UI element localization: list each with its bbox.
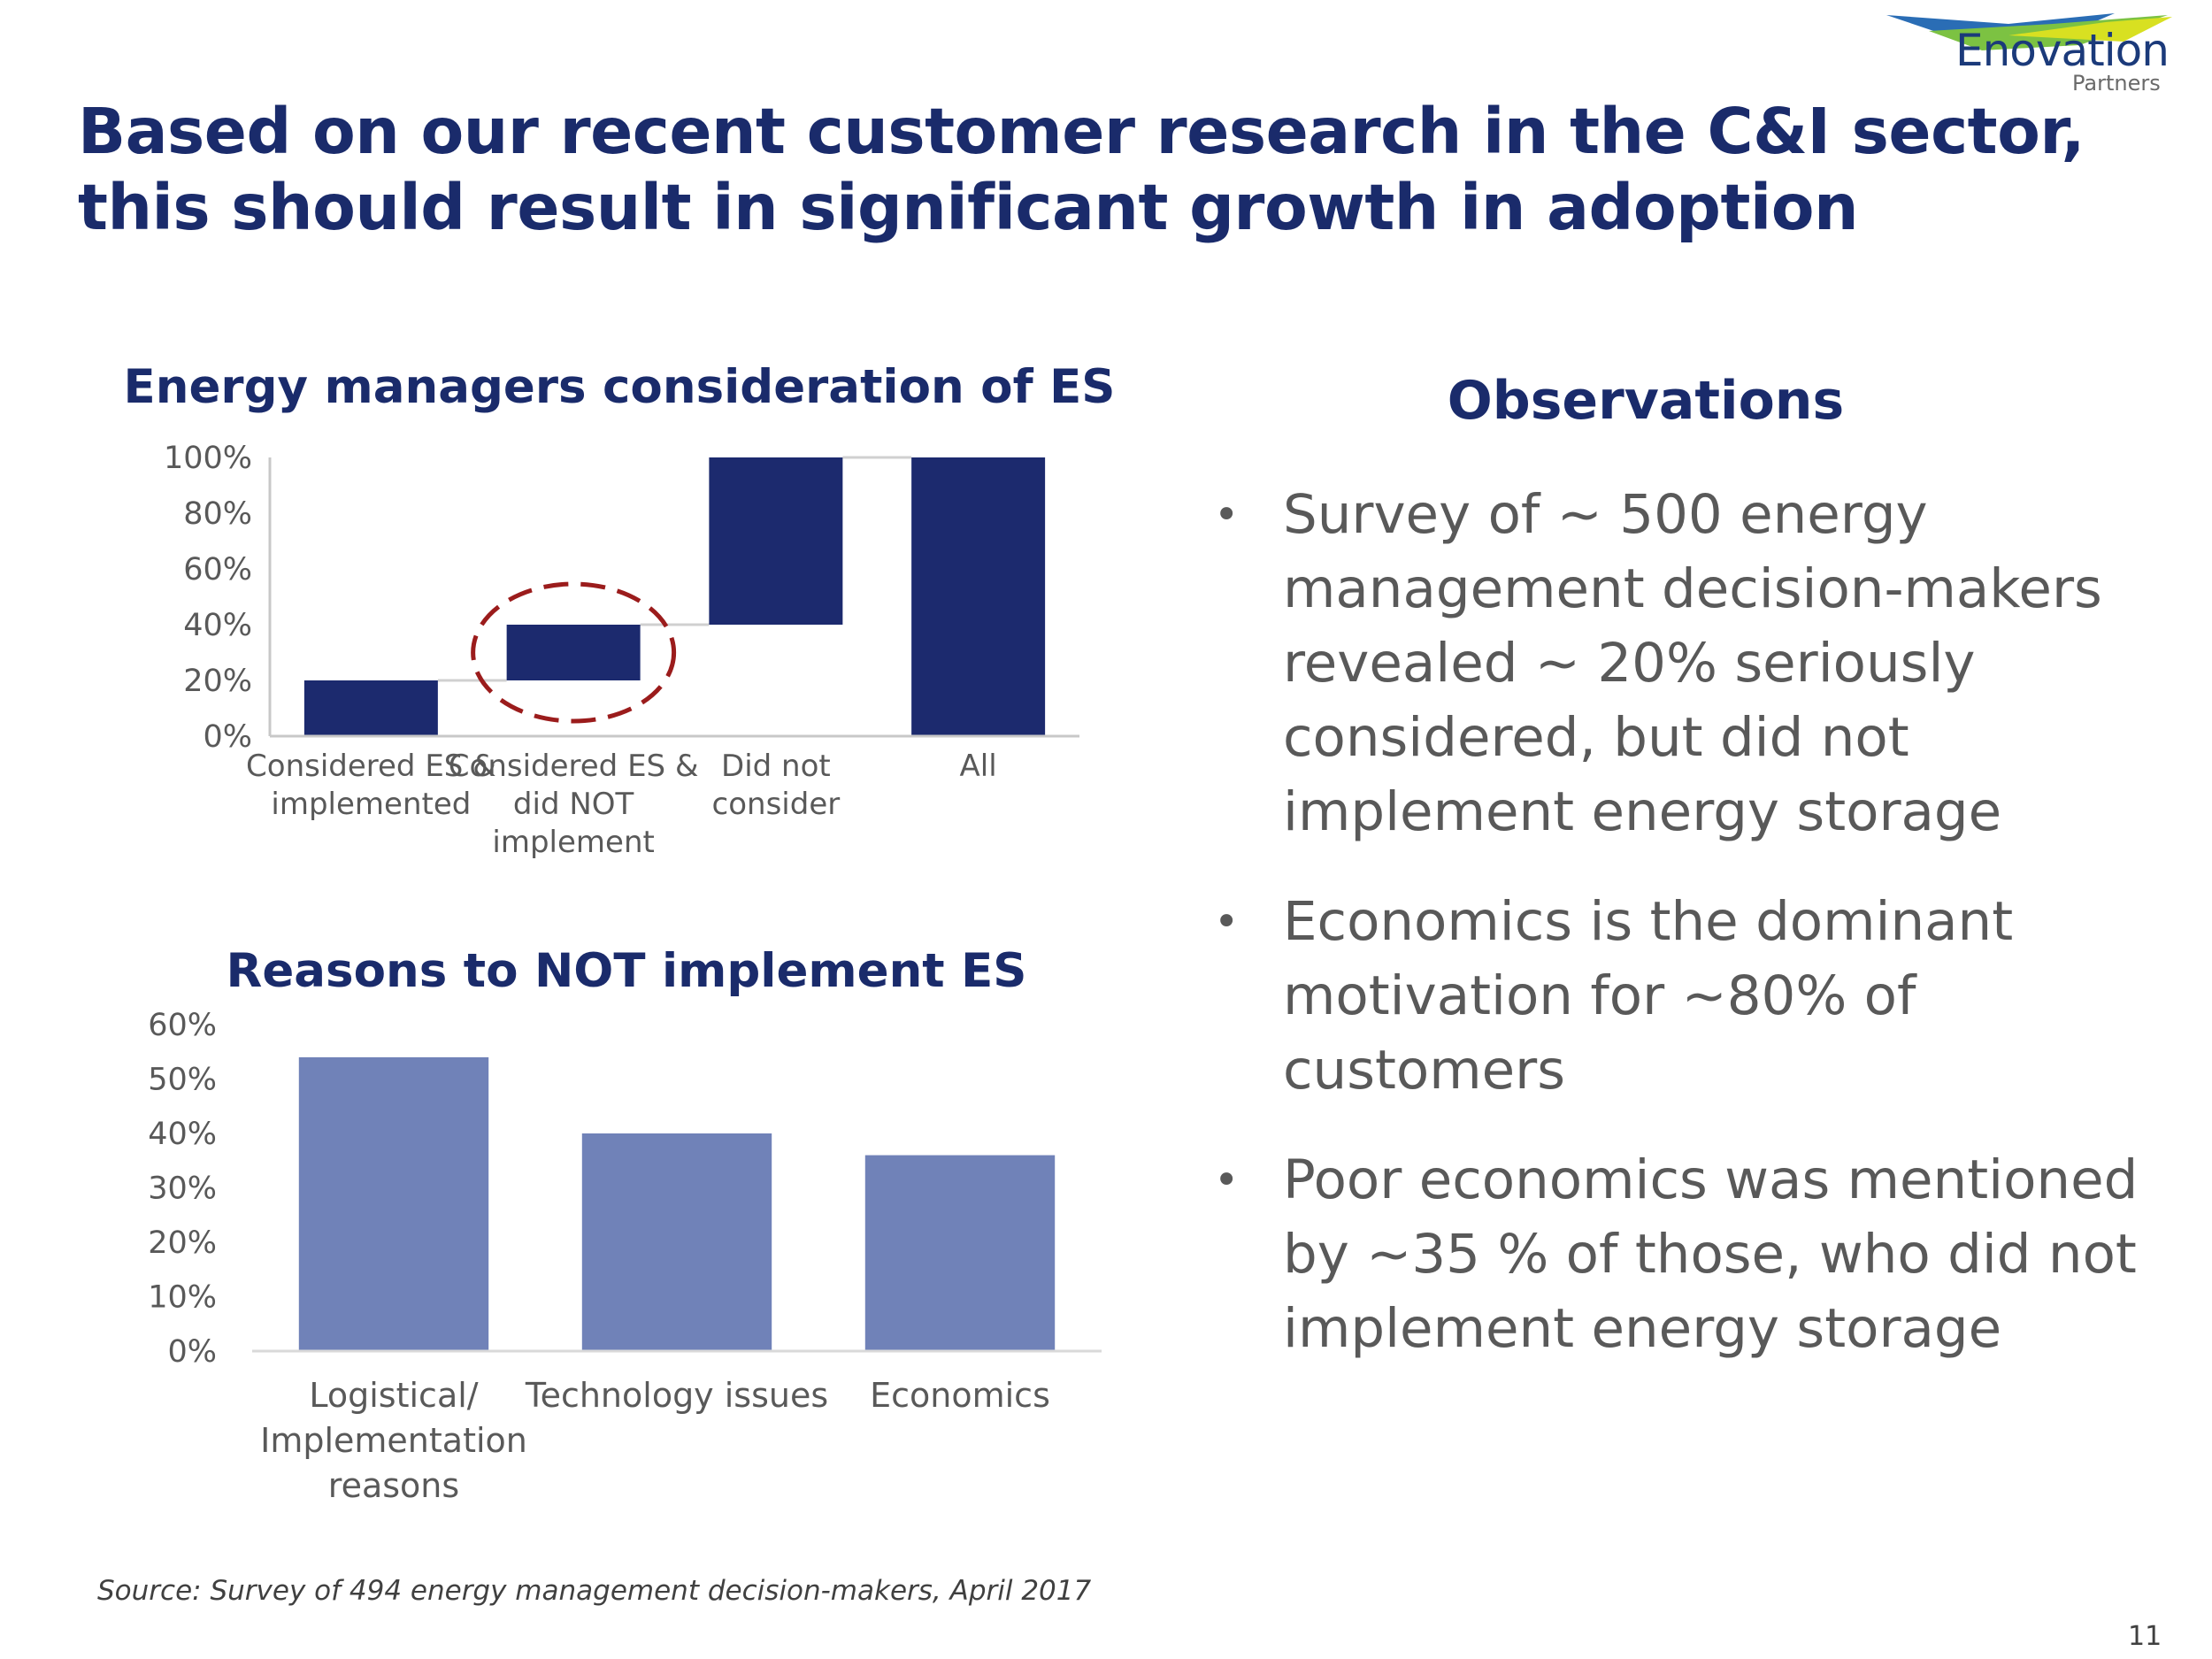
reasons-bar-chart: Reasons to NOT implement ES 0% 10% 20% 30% 4…	[148, 944, 1102, 1505]
highlight-ellipse	[471, 581, 677, 724]
x-tick-label: Technology issues	[525, 1376, 828, 1415]
page-number: 11	[2128, 1621, 2162, 1652]
observation-text: Survey of ~ 500 energy management decisi…	[1283, 483, 2102, 843]
x-tick-label: Implementation	[260, 1421, 527, 1460]
observation-text: Economics is the dominant motivation for…	[1283, 890, 2014, 1102]
y-tick-label: 20%	[148, 1225, 217, 1261]
bullet-icon: •	[1214, 897, 1240, 947]
bar	[709, 457, 843, 625]
x-tick-label: reasons	[328, 1466, 459, 1505]
y-tick-label: 30%	[148, 1171, 217, 1207]
y-tick-label: 100%	[164, 441, 252, 476]
x-tick-label: implement	[492, 825, 654, 860]
observation-item: • Survey of ~ 500 energy management deci…	[1203, 478, 2159, 849]
chart-title: Reasons to NOT implement ES	[227, 944, 1027, 998]
y-tick-label: 40%	[183, 608, 252, 643]
y-tick-label: 0%	[203, 719, 252, 755]
chart-title: Energy managers consideration of ES	[124, 360, 1116, 414]
x-tick-label: Considered ES &	[449, 749, 699, 784]
x-tick-label: did NOT	[513, 787, 634, 822]
y-tick-label: 10%	[148, 1280, 217, 1316]
y-tick-label: 60%	[148, 1008, 217, 1043]
logo-subtitle: Partners	[2072, 71, 2161, 96]
y-tick-label: 0%	[167, 1334, 217, 1370]
logo-wordmark: Enovation	[1955, 25, 2170, 76]
bar	[506, 625, 641, 680]
bar	[864, 1155, 1056, 1351]
bar	[911, 457, 1046, 736]
observations-list: • Survey of ~ 500 energy management deci…	[1203, 478, 2159, 1402]
y-tick-label: 20%	[183, 664, 252, 699]
slide-title: Based on our recent customer research in…	[78, 95, 2085, 244]
observations-title: Observations	[1447, 370, 1845, 432]
x-tick-label: All	[960, 749, 997, 784]
y-tick-label: 60%	[183, 552, 252, 588]
source-note: Source: Survey of 494 energy management …	[97, 1575, 1092, 1607]
x-tick-label: Did not	[721, 749, 831, 784]
x-tick-label: consider	[712, 787, 841, 822]
bar	[303, 680, 438, 736]
y-tick-label: 40%	[148, 1117, 217, 1152]
y-tick-label: 50%	[148, 1063, 217, 1098]
x-tick-label: Considered ES &	[246, 749, 496, 784]
bullet-icon: •	[1214, 490, 1240, 540]
x-tick-label: implemented	[271, 787, 471, 822]
bullet-icon: •	[1214, 1156, 1240, 1205]
enovation-logo	[1886, 13, 2172, 50]
x-tick-label: Logistical/	[309, 1376, 478, 1415]
bar	[298, 1056, 489, 1351]
observation-text: Poor economics was mentioned by ~35 % of…	[1283, 1148, 2139, 1360]
observation-item: • Economics is the dominant motivation f…	[1203, 885, 2159, 1108]
waterfall-chart: Energy managers consideration of ES 0% 20…	[124, 360, 1116, 860]
x-tick-label: Economics	[870, 1376, 1050, 1415]
y-tick-label: 80%	[183, 496, 252, 532]
bar	[581, 1133, 772, 1351]
observation-item: • Poor economics was mentioned by ~35 % …	[1203, 1143, 2159, 1366]
